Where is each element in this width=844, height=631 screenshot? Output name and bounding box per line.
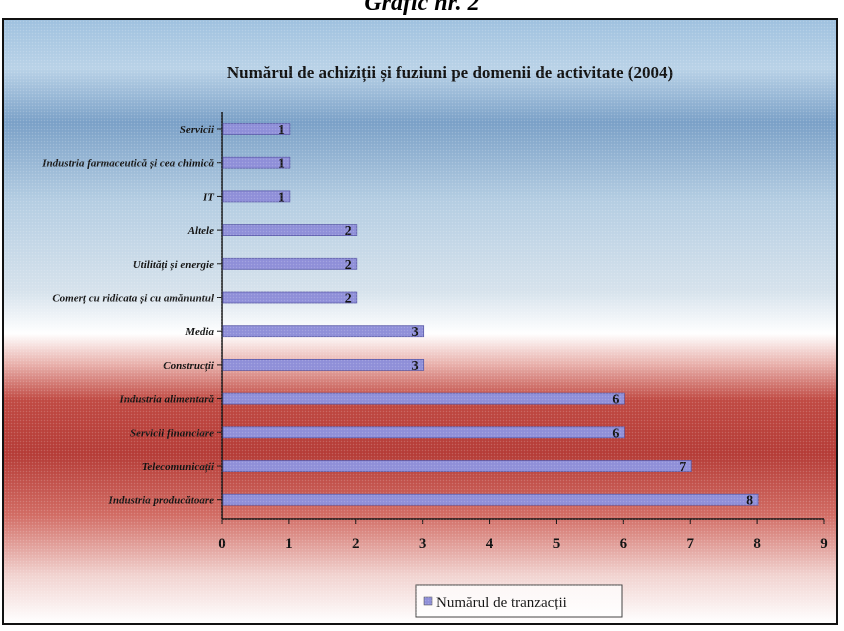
- bar: [222, 156, 291, 169]
- bar: [222, 257, 358, 270]
- data-label: 2: [345, 258, 352, 273]
- category-label: Servicii financiare: [130, 427, 214, 439]
- category-label: Construcții: [163, 360, 215, 372]
- x-tick-label: 3: [419, 536, 427, 552]
- category-label: Altele: [187, 225, 214, 237]
- figure-caption: Grafic nr. 2: [364, 0, 480, 16]
- x-tick-label: 4: [486, 536, 494, 552]
- bar: [222, 426, 625, 439]
- data-label: 2: [345, 292, 352, 307]
- category-label: Media: [184, 326, 214, 338]
- category-label: Industria farmaceutică și cea chimică: [41, 158, 214, 170]
- axes: 0 1 2 3 4 5 6 7 8 9 Servicii Industria farmaceutică…: [41, 112, 828, 552]
- data-label: 6: [612, 393, 619, 408]
- x-tick-label: 6: [620, 536, 628, 552]
- bar: [222, 291, 358, 304]
- data-label: 2: [345, 224, 352, 239]
- chart-title: Numărul de achiziții și fuziuni pe domen…: [227, 63, 673, 83]
- x-tick-label: 7: [686, 536, 694, 552]
- category-label: Servicii: [180, 124, 215, 136]
- bar: [222, 190, 291, 203]
- x-tick-label: 2: [352, 536, 360, 552]
- data-label: 1: [278, 190, 285, 205]
- legend-swatch: [423, 596, 433, 606]
- legend: Numărul de tranzacții: [415, 584, 623, 618]
- category-label: Comerț cu ridicata și cu amănuntul: [52, 293, 215, 305]
- x-tick-label: 9: [820, 536, 828, 552]
- data-label: 1: [278, 157, 285, 172]
- category-label: IT: [202, 191, 215, 203]
- legend-box: [415, 584, 623, 618]
- data-label: 3: [412, 359, 419, 374]
- bar-chart: Numărul de achiziții și fuziuni pe domen…: [41, 63, 828, 618]
- bar: [222, 123, 291, 135]
- bar: [222, 460, 692, 472]
- data-label: 1: [278, 123, 285, 138]
- x-tick-label: 0: [218, 536, 226, 552]
- x-tick-label: 8: [753, 536, 761, 552]
- bar: [222, 224, 358, 237]
- legend-label: Numărul de tranzacții: [436, 595, 567, 611]
- bar: [222, 325, 425, 338]
- data-label: 8: [746, 494, 753, 509]
- chart-area: Numărul de achiziții și fuziuni pe domen…: [2, 18, 838, 625]
- bar: [222, 493, 759, 506]
- bars: 1 1 1 2 2 2 3 3 6 6 7 8: [222, 123, 759, 509]
- category-label: Industria alimentară: [119, 394, 215, 406]
- category-label: Telecomunicații: [142, 461, 215, 473]
- category-label: Industria producătoare: [108, 495, 215, 507]
- data-label: 7: [679, 460, 686, 475]
- data-label: 6: [612, 426, 619, 441]
- data-label: 3: [412, 325, 419, 340]
- x-tick-label: 1: [285, 536, 293, 552]
- category-label: Utilități și energie: [133, 259, 214, 271]
- bar: [222, 392, 625, 405]
- x-tick-label: 5: [553, 536, 561, 552]
- bar: [222, 358, 425, 371]
